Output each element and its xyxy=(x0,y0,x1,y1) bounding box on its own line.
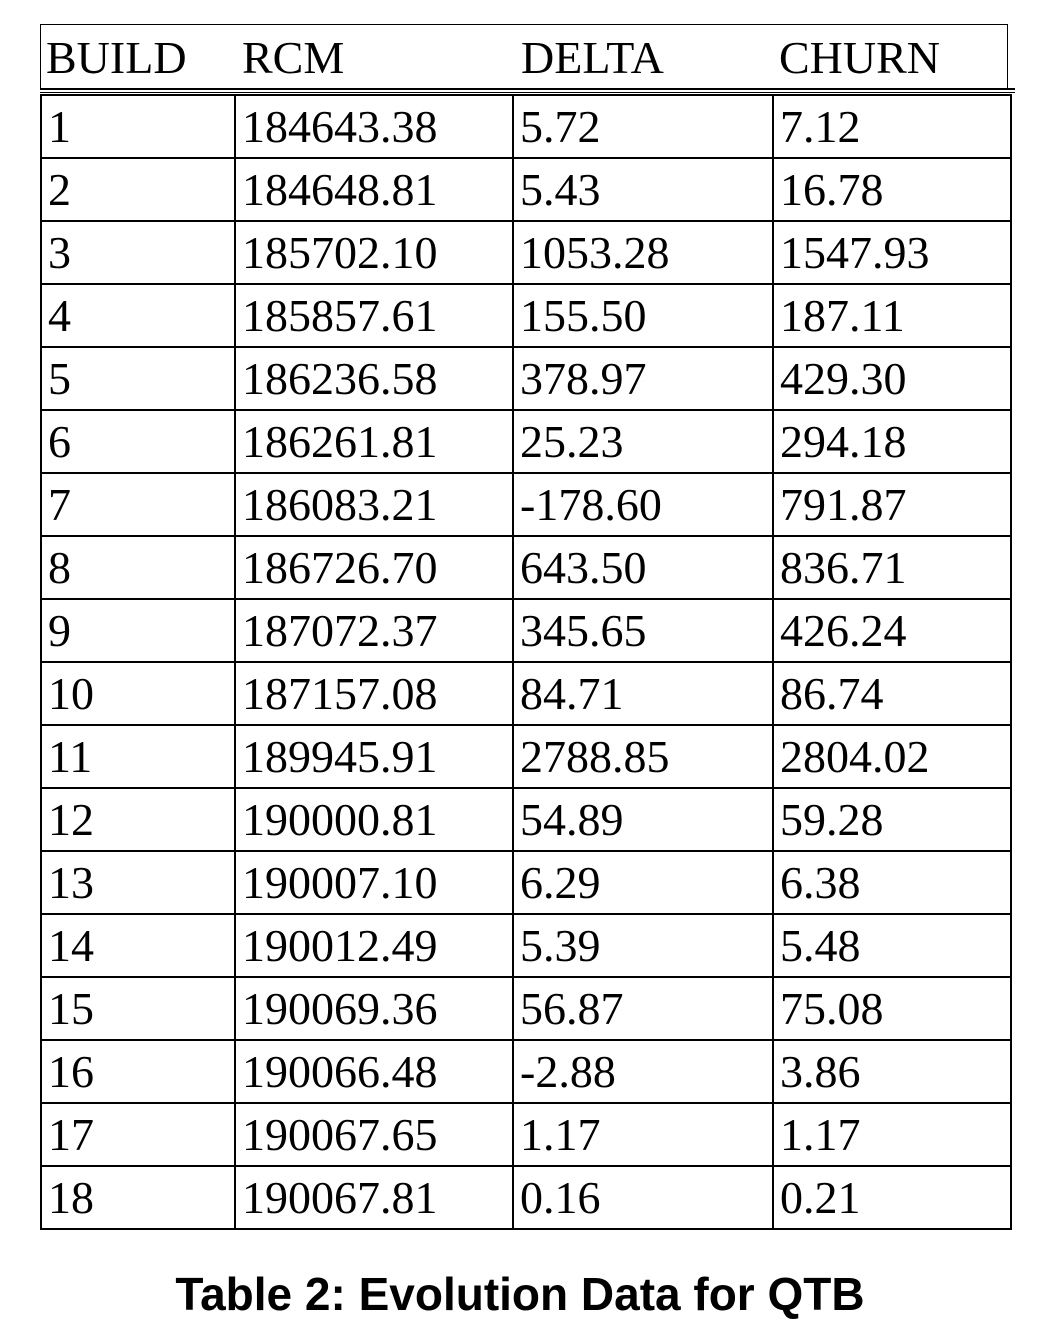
cell-rcm: 185702.10 xyxy=(234,220,514,285)
table-row: 14 190012.49 5.39 5.48 xyxy=(40,913,1012,978)
cell-build: 9 xyxy=(40,598,236,663)
cell-churn: 429.30 xyxy=(772,346,1012,411)
cell-build: 5 xyxy=(40,346,236,411)
table-row: 12 190000.81 54.89 59.28 xyxy=(40,787,1012,852)
cell-churn: 2804.02 xyxy=(772,724,1012,789)
evolution-data-table: 1 184643.38 5.72 7.12 2 184648.81 5.43 16.78 3 18… xyxy=(40,94,1012,1230)
cell-delta: 1.17 xyxy=(512,1102,774,1167)
cell-churn: 6.38 xyxy=(772,850,1012,915)
cell-delta: -2.88 xyxy=(512,1039,774,1104)
cell-delta: 5.72 xyxy=(512,94,774,159)
cell-churn: 836.71 xyxy=(772,535,1012,600)
cell-build: 15 xyxy=(40,976,236,1041)
cell-build: 10 xyxy=(40,661,236,726)
table-row: 7 186083.21 -178.60 791.87 xyxy=(40,472,1012,537)
table-row: 16 190066.48 -2.88 3.86 xyxy=(40,1039,1012,1104)
cell-delta: 84.71 xyxy=(512,661,774,726)
cell-churn: 1547.93 xyxy=(772,220,1012,285)
cell-build: 7 xyxy=(40,472,236,537)
cell-churn: 75.08 xyxy=(772,976,1012,1041)
cell-churn: 791.87 xyxy=(772,472,1012,537)
cell-build: 18 xyxy=(40,1165,236,1230)
table-row: 8 186726.70 643.50 836.71 xyxy=(40,535,1012,600)
cell-churn: 16.78 xyxy=(772,157,1012,222)
header-divider xyxy=(40,88,1015,90)
column-header-rcm: RCM xyxy=(242,32,345,83)
cell-rcm: 190067.65 xyxy=(234,1102,514,1167)
cell-rcm: 184643.38 xyxy=(234,94,514,159)
table-row: 11 189945.91 2788.85 2804.02 xyxy=(40,724,1012,789)
table-row: 10 187157.08 84.71 86.74 xyxy=(40,661,1012,726)
cell-rcm: 190069.36 xyxy=(234,976,514,1041)
column-header-churn: CHURN xyxy=(779,32,941,83)
cell-build: 1 xyxy=(40,94,236,159)
table-row: 2 184648.81 5.43 16.78 xyxy=(40,157,1012,222)
table-row: 9 187072.37 345.65 426.24 xyxy=(40,598,1012,663)
cell-build: 16 xyxy=(40,1039,236,1104)
cell-churn: 0.21 xyxy=(772,1165,1012,1230)
cell-build: 6 xyxy=(40,409,236,474)
cell-build: 8 xyxy=(40,535,236,600)
cell-rcm: 190007.10 xyxy=(234,850,514,915)
cell-rcm: 186083.21 xyxy=(234,472,514,537)
cell-build: 14 xyxy=(40,913,236,978)
cell-delta: 2788.85 xyxy=(512,724,774,789)
cell-rcm: 184648.81 xyxy=(234,157,514,222)
cell-churn: 1.17 xyxy=(772,1102,1012,1167)
cell-rcm: 190012.49 xyxy=(234,913,514,978)
cell-churn: 294.18 xyxy=(772,409,1012,474)
cell-delta: 378.97 xyxy=(512,346,774,411)
table-row: 4 185857.61 155.50 187.11 xyxy=(40,283,1012,348)
cell-build: 3 xyxy=(40,220,236,285)
cell-churn: 3.86 xyxy=(772,1039,1012,1104)
cell-rcm: 186726.70 xyxy=(234,535,514,600)
table-header xyxy=(40,24,1008,88)
header-divider-inner xyxy=(40,92,1015,93)
cell-rcm: 187072.37 xyxy=(234,598,514,663)
cell-build: 13 xyxy=(40,850,236,915)
cell-delta: 6.29 xyxy=(512,850,774,915)
cell-churn: 7.12 xyxy=(772,94,1012,159)
cell-churn: 187.11 xyxy=(772,283,1012,348)
cell-build: 17 xyxy=(40,1102,236,1167)
cell-churn: 59.28 xyxy=(772,787,1012,852)
table-row: 6 186261.81 25.23 294.18 xyxy=(40,409,1012,474)
table-row: 13 190007.10 6.29 6.38 xyxy=(40,850,1012,915)
table-caption: Table 2: Evolution Data for QTB xyxy=(175,1268,865,1320)
cell-rcm: 185857.61 xyxy=(234,283,514,348)
cell-rcm: 190066.48 xyxy=(234,1039,514,1104)
table-row: 17 190067.65 1.17 1.17 xyxy=(40,1102,1012,1167)
cell-rcm: 187157.08 xyxy=(234,661,514,726)
cell-delta: 1053.28 xyxy=(512,220,774,285)
cell-delta: 54.89 xyxy=(512,787,774,852)
table-row: 1 184643.38 5.72 7.12 xyxy=(40,94,1012,159)
cell-build: 12 xyxy=(40,787,236,852)
cell-rcm: 186236.58 xyxy=(234,346,514,411)
cell-churn: 426.24 xyxy=(772,598,1012,663)
table-row: 5 186236.58 378.97 429.30 xyxy=(40,346,1012,411)
cell-delta: 643.50 xyxy=(512,535,774,600)
cell-rcm: 190000.81 xyxy=(234,787,514,852)
cell-delta: 56.87 xyxy=(512,976,774,1041)
cell-build: 4 xyxy=(40,283,236,348)
table-row: 18 190067.81 0.16 0.21 xyxy=(40,1165,1012,1230)
cell-delta: 155.50 xyxy=(512,283,774,348)
cell-delta: 25.23 xyxy=(512,409,774,474)
cell-rcm: 186261.81 xyxy=(234,409,514,474)
table-row: 3 185702.10 1053.28 1547.93 xyxy=(40,220,1012,285)
cell-churn: 5.48 xyxy=(772,913,1012,978)
cell-delta: 5.43 xyxy=(512,157,774,222)
column-header-delta: DELTA xyxy=(521,32,664,83)
cell-delta: 345.65 xyxy=(512,598,774,663)
cell-build: 11 xyxy=(40,724,236,789)
cell-delta: 5.39 xyxy=(512,913,774,978)
cell-rcm: 190067.81 xyxy=(234,1165,514,1230)
cell-churn: 86.74 xyxy=(772,661,1012,726)
cell-delta: 0.16 xyxy=(512,1165,774,1230)
cell-build: 2 xyxy=(40,157,236,222)
table-row: 15 190069.36 56.87 75.08 xyxy=(40,976,1012,1041)
column-header-build: BUILD xyxy=(46,32,187,83)
cell-delta: -178.60 xyxy=(512,472,774,537)
cell-rcm: 189945.91 xyxy=(234,724,514,789)
